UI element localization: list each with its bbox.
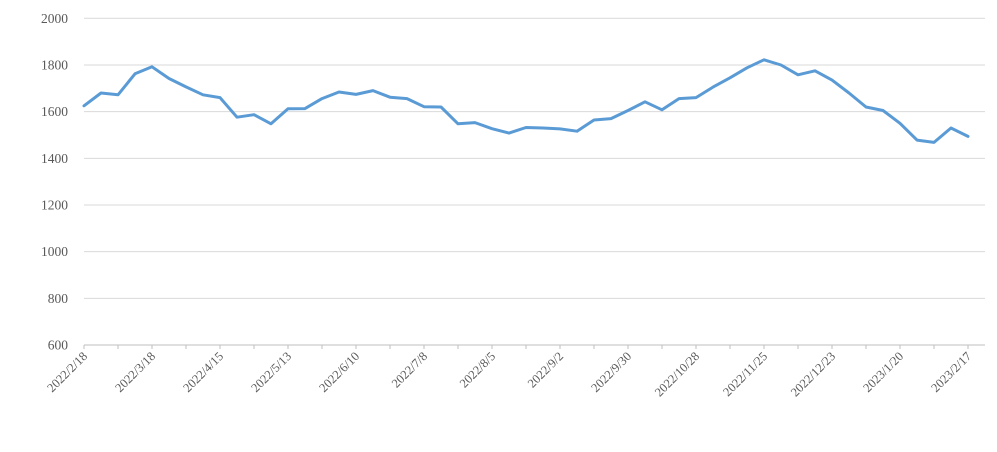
y-axis-tick-label: 1400 xyxy=(41,151,68,166)
y-axis-tick-label: 1000 xyxy=(41,244,68,259)
x-axis-tick-label: 2022/8/5 xyxy=(457,349,498,390)
y-axis-tick-label: 800 xyxy=(48,291,69,306)
x-axis-tick-label: 2022/10/28 xyxy=(652,349,702,399)
x-axis-tick-label: 2022/5/13 xyxy=(248,349,294,395)
x-axis-tick-label: 2022/6/10 xyxy=(316,349,362,395)
x-axis-tick-label: 2022/12/23 xyxy=(788,349,838,399)
x-axis-tick-label: 2022/9/30 xyxy=(588,349,634,395)
y-axis-tick-label: 1200 xyxy=(41,197,68,212)
x-axis-tick-label: 2022/7/8 xyxy=(389,349,430,390)
x-axis-tick-label: 2022/4/15 xyxy=(180,349,226,395)
y-axis-tick-label: 1600 xyxy=(41,104,68,119)
y-axis-tick-label: 600 xyxy=(48,338,69,353)
x-axis-tick-label: 2022/3/18 xyxy=(112,349,158,395)
price-series-line xyxy=(82,58,970,144)
x-axis-tick-label: 2022/11/25 xyxy=(720,349,770,399)
x-axis-tick-label: 2023/2/17 xyxy=(928,349,974,395)
y-axis-tick-label: 1800 xyxy=(41,57,68,72)
x-axis-tick-label: 2022/9/2 xyxy=(525,349,566,390)
x-axis-tick-label: 2023/1/20 xyxy=(860,349,906,395)
y-axis-tick-label: 2000 xyxy=(41,11,68,26)
x-axis-tick-label: 2022/2/18 xyxy=(44,349,90,395)
